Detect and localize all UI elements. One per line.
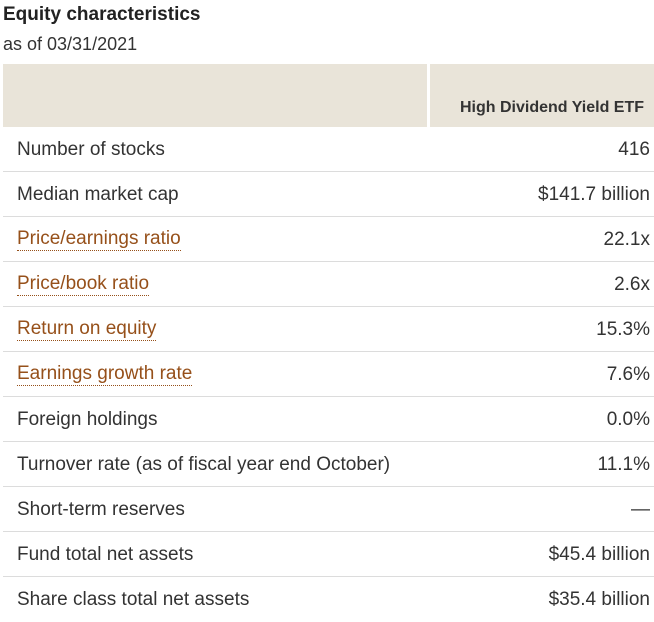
row-label: Foreign holdings — [17, 409, 158, 430]
table-row: Price/earnings ratio 22.1x — [3, 217, 654, 262]
table-row: Return on equity 15.3% — [3, 307, 654, 352]
row-value: 15.3% — [596, 319, 650, 340]
column-header-fund-name: High Dividend Yield ETF — [459, 99, 644, 116]
section-title: Equity characteristics — [3, 4, 201, 25]
price-book-ratio-link[interactable]: Price/book ratio — [17, 273, 150, 296]
row-label: Number of stocks — [17, 139, 165, 160]
row-value: 416 — [618, 139, 650, 160]
row-value: 7.6% — [606, 364, 650, 385]
row-value: — — [631, 499, 650, 520]
table-row: Short-term reserves — — [3, 487, 654, 532]
row-value: 2.6x — [614, 274, 650, 295]
earnings-growth-rate-link[interactable]: Earnings growth rate — [17, 363, 193, 386]
price-earnings-ratio-link[interactable]: Price/earnings ratio — [17, 228, 181, 251]
row-value: 11.1% — [597, 454, 650, 475]
row-label: Turnover rate (as of fiscal year end Oct… — [17, 454, 391, 475]
row-label: Short-term reserves — [17, 499, 185, 520]
row-value: 0.0% — [606, 409, 650, 430]
table-row: Share class total net assets $35.4 billi… — [3, 577, 654, 622]
characteristics-table: Number of stocks 416 Median market cap $… — [3, 127, 654, 622]
table-row: Fund total net assets $45.4 billion — [3, 532, 654, 577]
table-header: High Dividend Yield ETF — [3, 64, 654, 127]
row-value: $141.7 billion — [538, 184, 650, 205]
row-label: Fund total net assets — [17, 544, 194, 565]
row-value: $35.4 billion — [548, 589, 650, 610]
row-value: $45.4 billion — [548, 544, 650, 565]
table-row: Foreign holdings 0.0% — [3, 397, 654, 442]
row-label: Median market cap — [17, 184, 179, 205]
row-label: Share class total net assets — [17, 589, 250, 610]
table-row: Number of stocks 416 — [3, 127, 654, 172]
table-header-value-cell: High Dividend Yield ETF — [430, 64, 654, 127]
table-row: Turnover rate (as of fiscal year end Oct… — [3, 442, 654, 487]
table-row: Earnings growth rate 7.6% — [3, 352, 654, 397]
table-row: Median market cap $141.7 billion — [3, 172, 654, 217]
return-on-equity-link[interactable]: Return on equity — [17, 318, 157, 341]
row-value: 22.1x — [603, 229, 650, 250]
table-row: Price/book ratio 2.6x — [3, 262, 654, 307]
as-of-date: as of 03/31/2021 — [3, 34, 138, 54]
table-header-label-cell — [3, 64, 427, 127]
